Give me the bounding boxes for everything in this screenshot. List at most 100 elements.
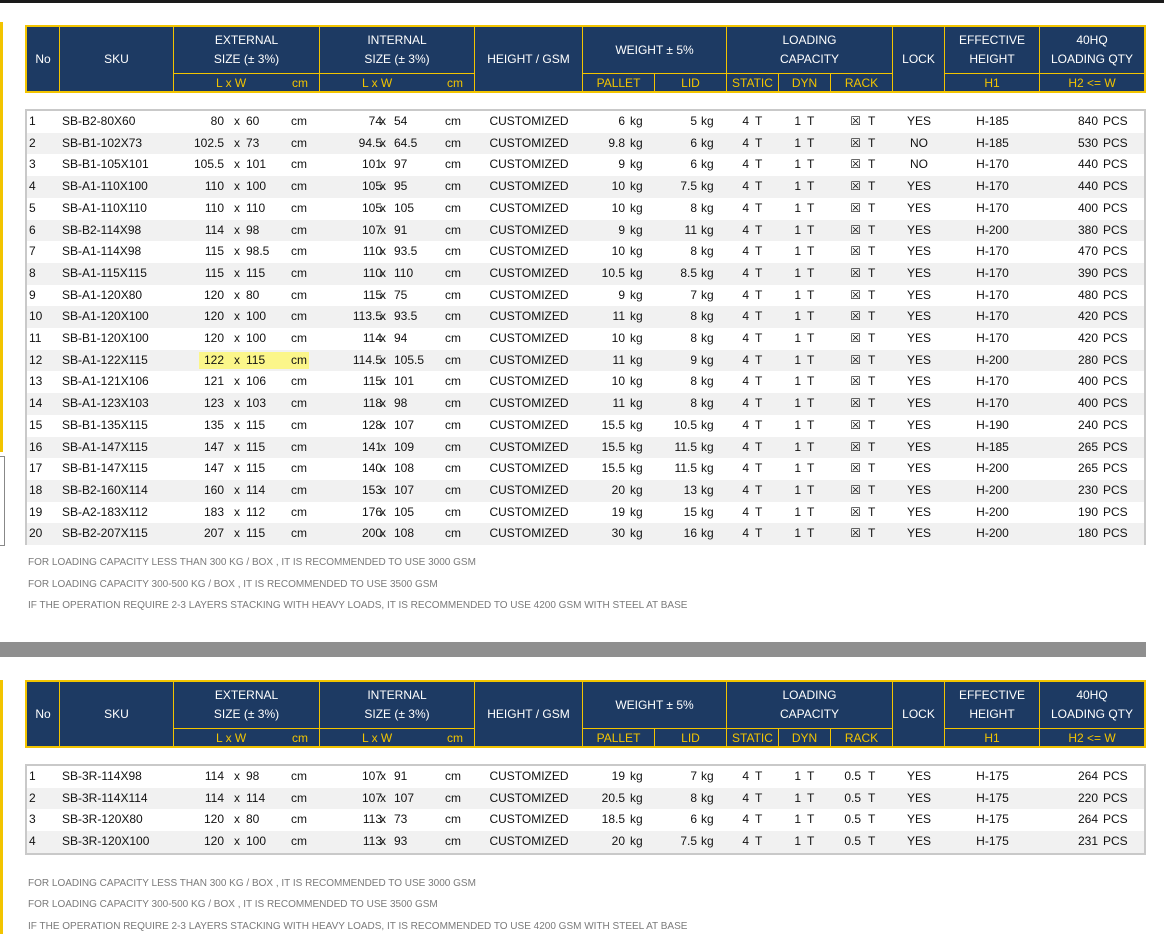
cell-no: 5 — [29, 200, 36, 215]
cell-el: 115 — [204, 265, 224, 280]
cell-lid: 8 — [690, 244, 697, 259]
unit-t: T — [868, 114, 876, 128]
unit-t: T — [807, 135, 815, 150]
cell-gsm: CUSTOMIZED — [489, 812, 569, 827]
cell-static: 4 — [742, 309, 749, 324]
unit-kg: kg — [701, 374, 714, 389]
cell-gsm: CUSTOMIZED — [489, 439, 569, 454]
unit-cm: cm — [291, 331, 307, 345]
col-lock: LOCK — [893, 682, 945, 746]
unit-x: x — [380, 482, 386, 497]
cell-il: 200 — [361, 526, 382, 541]
cell-h1: H-175 — [976, 769, 1009, 783]
table-row: 16 SB-A1-147X115 147 x 115 cm 141 x 109 cm CUSTOMI… — [27, 436, 1144, 459]
unit-t: T — [807, 461, 815, 476]
table-row: 4 SB-3R-120X100 120 x 100 cm 113 x 93 cm CUSTOMIZE… — [27, 831, 1144, 853]
cell-no: 4 — [29, 179, 36, 194]
cell-no: 6 — [29, 222, 36, 237]
unit-t: T — [755, 812, 763, 827]
unit-kg: kg — [630, 790, 643, 805]
cell-qty: 400 — [1077, 200, 1098, 215]
cell-lock: YES — [906, 417, 931, 432]
unit-t: T — [807, 331, 815, 345]
cell-lock: YES — [906, 114, 931, 128]
sub-static: STATIC — [727, 728, 779, 746]
cell-iw: 93.5 — [394, 244, 418, 259]
effective-label: EFFECTIVE — [958, 688, 1025, 702]
cell-ew: 114 — [246, 482, 266, 497]
cell-lock: YES — [906, 461, 931, 476]
table-row: 12 SB-A1-122X115 122 x 115 cm 114.5 x 105.5 cm CUS… — [27, 349, 1144, 372]
sub-static: STATIC — [727, 73, 779, 91]
cell-sku: SB-B2-114X98 — [62, 222, 142, 237]
cell-gsm: CUSTOMIZED — [489, 114, 569, 128]
unit-cm: cm — [445, 135, 461, 150]
cell-ew: 110 — [246, 200, 266, 215]
cell-rack: ☒ — [850, 309, 861, 324]
unit-t: T — [868, 374, 876, 389]
table-body: 1 SB-3R-114X98 114 x 98 cm 107 x 91 cm CUSTOMIZED 1… — [25, 764, 1146, 855]
cell-il: 113 — [362, 834, 382, 849]
table-row: 19 SB-A2-183X112 183 x 112 cm 176 x 105 cm CUSTOMI… — [27, 502, 1144, 524]
cell-static: 4 — [742, 244, 749, 259]
cell-il: 141 — [361, 439, 382, 454]
cell-qty: 420 — [1077, 331, 1098, 345]
cell-el: 114 — [204, 790, 224, 805]
cell-iw: 105.5 — [394, 352, 425, 367]
internal-tolerance: SIZE (± 3%) — [364, 52, 430, 66]
cell-lock: YES — [906, 834, 931, 849]
cell-gsm: CUSTOMIZED — [489, 790, 569, 805]
unit-cm: cm — [291, 244, 307, 259]
cell-gsm: CUSTOMIZED — [489, 834, 569, 849]
unit-t: T — [807, 179, 815, 194]
cell-iw: 93 — [394, 834, 408, 849]
unit-cm: cm — [445, 352, 461, 367]
internal-tolerance: SIZE (± 3%) — [364, 707, 430, 721]
cell-no: 11 — [29, 331, 42, 345]
cell-lock: YES — [906, 790, 931, 805]
sub-rack: RACK — [831, 728, 893, 746]
col-internal: INTERNAL SIZE (± 3%) — [320, 682, 475, 728]
cell-static: 4 — [742, 265, 749, 280]
unit-cm: cm — [291, 790, 307, 805]
cell-dyn: 1 — [794, 287, 801, 302]
unit-kg: kg — [630, 812, 643, 827]
cell-pallet: 9 — [618, 222, 625, 237]
cell-h1: H-170 — [976, 157, 1009, 172]
cell-sku: SB-B2-80X60 — [62, 114, 136, 128]
unit-x: x — [234, 504, 240, 519]
unit-kg: kg — [630, 244, 643, 259]
cell-il: 114.5 — [352, 352, 382, 367]
cell-sku: SB-A1-121X106 — [62, 374, 149, 389]
table-body: 1 SB-B2-80X60 80 x 60 cm 74 x 54 cm CUSTOMIZED 6 kg 5… — [25, 109, 1146, 545]
qty-container-label: 40HQ — [1076, 688, 1108, 702]
sub-lw: L x W — [216, 730, 247, 745]
unit-x: x — [234, 114, 240, 128]
cell-no: 12 — [29, 352, 43, 367]
sub-internal: L x W cm — [320, 728, 475, 746]
unit-x: x — [234, 309, 240, 324]
unit-t: T — [868, 331, 876, 345]
cell-ew: 112 — [246, 504, 266, 519]
unit-kg: kg — [630, 200, 643, 215]
unit-t: T — [807, 265, 815, 280]
unit-cm: cm — [445, 834, 461, 849]
cell-no: 17 — [29, 461, 43, 476]
cell-ew: 73 — [246, 135, 260, 150]
unit-pcs: PCS — [1103, 287, 1128, 302]
qty-label: LOADING QTY — [1050, 707, 1133, 721]
unit-kg: kg — [630, 179, 643, 194]
unit-kg: kg — [701, 834, 714, 849]
cell-lock: YES — [906, 200, 931, 215]
cell-rack: ☒ — [850, 287, 861, 302]
unit-t: T — [755, 439, 763, 454]
cell-static: 4 — [742, 331, 749, 345]
unit-cm: cm — [291, 200, 307, 215]
cell-gsm: CUSTOMIZED — [489, 374, 569, 389]
cell-pallet: 9.8 — [608, 135, 625, 150]
unit-x: x — [380, 812, 386, 827]
cell-no: 18 — [29, 482, 43, 497]
unit-x: x — [380, 179, 386, 194]
unit-kg: kg — [630, 352, 643, 367]
unit-kg: kg — [630, 769, 643, 783]
